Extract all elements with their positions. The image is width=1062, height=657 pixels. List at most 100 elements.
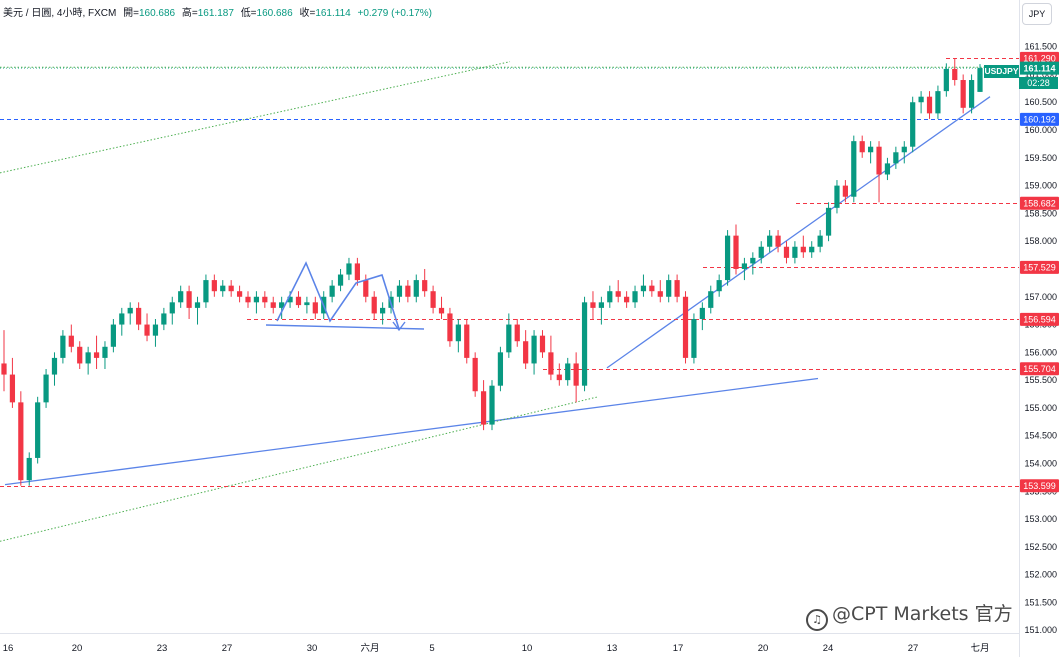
x-tick-label: 30 [307, 643, 318, 654]
candle-body [859, 141, 865, 153]
x-tick-label: 17 [673, 643, 684, 654]
candle-body [26, 457, 32, 481]
candle-body [724, 235, 731, 281]
y-tick-label: 157.000 [1024, 292, 1057, 302]
candle-body [136, 307, 142, 325]
channel-line [0, 61, 511, 174]
y-tick-label: 159.500 [1024, 153, 1057, 163]
candle-body [825, 207, 832, 236]
candle-body [632, 291, 638, 303]
candle-body [161, 313, 167, 325]
candle-body [405, 285, 411, 297]
candle-body [337, 274, 344, 286]
x-tick-label: 六月 [360, 642, 379, 654]
arrow-head-icon [392, 321, 406, 332]
candle-body [943, 68, 949, 92]
candle-body [203, 280, 209, 303]
candle-body [295, 296, 302, 306]
y-tick-label: 160.000 [1024, 125, 1057, 135]
candle-body [211, 280, 217, 292]
candle-body [279, 302, 285, 308]
candle-body [464, 324, 470, 358]
y-tick-label: 159.000 [1024, 181, 1057, 191]
x-tick-label: 23 [157, 643, 168, 654]
price-tag-label: 161.290 [1023, 54, 1056, 64]
y-tick-label: 156.000 [1024, 347, 1057, 357]
price-tag-bg [1020, 479, 1059, 493]
candle-body [144, 324, 150, 336]
candle-body [741, 263, 748, 269]
candle-body [152, 324, 159, 336]
price-tag-label: 158.682 [1023, 199, 1056, 209]
close-value: 161.114 [315, 8, 351, 19]
candle-body [489, 385, 495, 425]
candle-body [514, 324, 520, 342]
candle-body [910, 102, 916, 147]
candle-body [35, 402, 41, 458]
candle-body [245, 296, 251, 303]
trend-line [606, 96, 991, 369]
candle-body [329, 285, 335, 297]
candle-body [270, 302, 276, 308]
candle-body [455, 324, 461, 342]
open-value: 160.686 [138, 8, 176, 19]
symbol-tag: USDJPY [984, 65, 1019, 78]
x-tick-label: 20 [758, 643, 769, 654]
candle-body [792, 246, 798, 258]
candle-body [371, 296, 377, 314]
candle-body [304, 302, 310, 306]
candle-body [809, 246, 815, 253]
price-tag-bg [1020, 112, 1059, 126]
candle-body [657, 291, 663, 297]
candle-body [666, 280, 672, 297]
candle-body [447, 313, 453, 342]
candle-body [607, 291, 613, 303]
candle-body [649, 285, 655, 292]
candle-body [119, 313, 125, 325]
y-tick-label: 152.500 [1024, 542, 1057, 552]
trend-line [4, 377, 819, 486]
candle-body [834, 185, 840, 208]
candle-body [169, 302, 175, 314]
candle-body [220, 285, 226, 292]
candle-body [262, 296, 268, 303]
candle-body [901, 146, 907, 153]
price-tag-label: 157.529 [1023, 263, 1056, 273]
candle-body [918, 96, 924, 103]
candle-body [346, 263, 352, 275]
currency-button[interactable]: JPY [1022, 3, 1052, 25]
pattern-zigzag [276, 261, 400, 330]
candle-body [800, 246, 806, 253]
candle-body [767, 235, 773, 247]
candle-body [876, 146, 882, 175]
x-tick-label: 10 [522, 643, 533, 654]
candle-body [480, 391, 487, 425]
candle-body [60, 335, 66, 358]
candle-body [590, 302, 596, 308]
candle-body [977, 68, 983, 92]
candle-body [413, 280, 419, 297]
candle-body [674, 280, 680, 297]
y-tick-label: 154.500 [1024, 431, 1057, 441]
price-tag-bg [1020, 51, 1059, 65]
price-tag-label: 155.704 [1023, 364, 1056, 374]
candle-body [565, 363, 571, 381]
candle-body [733, 235, 739, 269]
candle-body [1, 363, 7, 375]
candle-body [497, 352, 504, 386]
candle-body [93, 352, 100, 358]
candle-body [539, 335, 546, 353]
candle-body [817, 235, 823, 247]
candle-body [438, 307, 445, 314]
candles [1, 58, 983, 486]
candle-body [783, 246, 790, 258]
candle-body [523, 341, 529, 364]
candle-body [68, 335, 74, 347]
candle-body [716, 280, 722, 292]
y-tick-label: 154.000 [1024, 458, 1057, 468]
candle-body [178, 291, 184, 303]
x-tick-label: 20 [72, 643, 83, 654]
candle-body [758, 246, 764, 258]
